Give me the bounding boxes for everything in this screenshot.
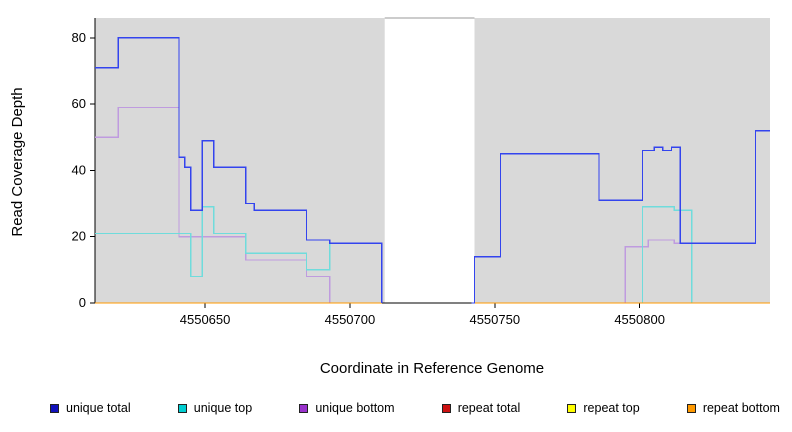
legend-item-repeat-top: repeat top (567, 401, 640, 415)
legend-item-unique-bottom: unique bottom (299, 401, 395, 415)
x-tick-label: 4550700 (325, 312, 376, 327)
legend-label: unique top (193, 401, 253, 415)
legend-swatch-unique-total (50, 403, 59, 413)
y-tick-label: 0 (79, 295, 86, 310)
series-unique-top (95, 206, 770, 304)
x-tick-label: 4550750 (469, 312, 520, 327)
legend-swatch-unique-top (177, 403, 187, 413)
legend-swatch-unique-bottom (299, 403, 309, 413)
legend-swatch-repeat-top (567, 403, 577, 413)
x-axis-title: Coordinate in Reference Genome (320, 360, 544, 377)
legend: unique total unique top unique bottom repea… (0, 401, 792, 415)
gap-region (384, 15, 475, 303)
legend-item-unique-total: unique total (50, 401, 131, 415)
legend-label: unique total (66, 401, 131, 415)
plot-region: 4550650 4550700 4550750 4550800 0 20 40 60 80 (72, 15, 770, 327)
legend-item-repeat-bottom: repeat bottom (686, 401, 780, 415)
y-tick-label: 60 (72, 96, 86, 111)
y-axis-title: Read Coverage Depth (9, 87, 26, 236)
legend-label: repeat bottom (702, 401, 780, 415)
legend-label: repeat top (583, 401, 640, 415)
legend-swatch-repeat-total (441, 403, 451, 413)
legend-item-unique-top: unique top (177, 401, 253, 415)
series-unique-total (95, 37, 770, 304)
legend-label: unique bottom (315, 401, 395, 415)
legend-label: repeat total (457, 401, 521, 415)
x-tick-label: 4550800 (614, 312, 665, 327)
y-tick-label: 20 (72, 229, 86, 244)
y-tick-label: 40 (72, 162, 86, 177)
y-tick-label: 80 (72, 30, 86, 45)
legend-swatch-repeat-bottom (686, 403, 696, 413)
plot-canvas: 4550650 4550700 4550750 4550800 0 20 40 60 80 Co… (9, 15, 770, 377)
x-tick-label: 4550650 (180, 312, 231, 327)
legend-item-repeat-total: repeat total (441, 401, 521, 415)
